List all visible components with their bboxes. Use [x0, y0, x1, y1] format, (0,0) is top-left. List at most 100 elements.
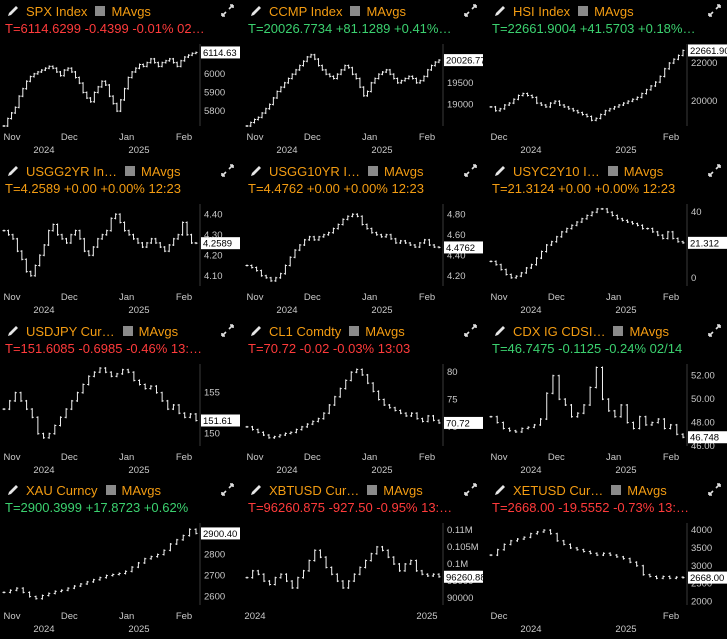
- y-tick-label: 20000: [691, 96, 717, 107]
- chart-panel[interactable]: XBTUSD Cur… MAvgs T=96260.875 -927.50 -0.9…: [243, 479, 483, 638]
- x-tick-label: Dec: [304, 292, 321, 303]
- mavgs-checkbox[interactable]: [368, 166, 379, 176]
- pencil-icon[interactable]: [6, 164, 20, 178]
- mavgs-label[interactable]: MAvgs: [141, 163, 181, 179]
- mavgs-checkbox[interactable]: [607, 166, 618, 176]
- security-title[interactable]: USGG2YR In…: [26, 163, 118, 179]
- mavgs-label[interactable]: MAvgs: [121, 482, 162, 498]
- price-chart[interactable]: 155 150 151.61 Nov Dec Jan Feb 2024 2025: [0, 358, 240, 478]
- security-title[interactable]: USYC2Y10 I…: [513, 163, 600, 179]
- pencil-icon[interactable]: [493, 324, 507, 338]
- chart-panel[interactable]: CDX IG CDSI… MAvgs T=46.7475 -0.1125 -0.24…: [487, 320, 727, 479]
- expand-icon[interactable]: [464, 483, 477, 496]
- expand-icon[interactable]: [221, 4, 234, 17]
- mavgs-label[interactable]: MAvgs: [627, 482, 667, 498]
- security-title[interactable]: CL1 Comdty: [269, 323, 342, 339]
- x-tick-label: Dec: [61, 611, 78, 622]
- price-chart[interactable]: 0.11M0.105M0.1M950009000096260.882024202…: [243, 517, 483, 637]
- chart-panel[interactable]: SPX Index MAvgs T=6114.6299 -0.4399 -0.01%…: [0, 0, 240, 159]
- y-tick-label: 2800: [204, 550, 225, 561]
- mavgs-label[interactable]: MAvgs: [383, 482, 423, 498]
- mavgs-checkbox[interactable]: [613, 326, 624, 336]
- mavgs-label[interactable]: MAvgs: [384, 163, 424, 179]
- chart-panel[interactable]: USYC2Y10 I… MAvgs T=21.3124 +0.00 +0.00% 1…: [487, 160, 727, 319]
- price-chart[interactable]: 4.80 4.60 4.40 4.20 4.4762 Nov Dec Jan Feb 2024 20…: [243, 198, 483, 318]
- mavgs-label[interactable]: MAvgs: [594, 3, 634, 19]
- expand-icon[interactable]: [708, 164, 721, 177]
- security-title[interactable]: XETUSD Cur…: [513, 482, 604, 498]
- security-title[interactable]: HSI Index: [513, 3, 571, 19]
- security-title[interactable]: XBTUSD Cur…: [269, 482, 360, 498]
- chart-panel[interactable]: USGG10YR I… MAvgs T=4.4762 +0.00 +0.00% 12…: [243, 160, 483, 319]
- mavgs-label[interactable]: MAvgs: [138, 323, 179, 339]
- mavgs-label[interactable]: MAvgs: [629, 323, 669, 339]
- expand-icon[interactable]: [221, 324, 234, 337]
- security-title[interactable]: CDX IG CDSI…: [513, 323, 606, 339]
- y-tick-label: 4.40: [447, 250, 466, 261]
- mavgs-checkbox[interactable]: [578, 6, 589, 16]
- price-chart[interactable]: 2800 2700 2600 2900.40 Nov Dec Jan Feb 2024 2025: [0, 517, 240, 637]
- pencil-icon[interactable]: [249, 4, 263, 18]
- expand-icon[interactable]: [708, 4, 721, 17]
- mavgs-checkbox[interactable]: [95, 6, 106, 16]
- mavgs-label[interactable]: MAvgs: [366, 3, 406, 19]
- mavgs-checkbox[interactable]: [125, 166, 136, 176]
- pencil-icon[interactable]: [249, 324, 263, 338]
- last-price-box: [688, 44, 727, 57]
- pencil-icon[interactable]: [249, 483, 263, 497]
- pencil-icon[interactable]: [249, 164, 263, 178]
- price-chart[interactable]: 19500 19000 20026.77 Nov Dec Jan Feb 2024 2025: [243, 38, 483, 158]
- y-tick-label: 4.80: [447, 209, 466, 220]
- mavgs-label[interactable]: MAvgs: [365, 323, 405, 339]
- chart-panel[interactable]: XAU Curncy MAvgs T=2900.3999 +17.8723 +0.6…: [0, 479, 240, 638]
- chart-panel[interactable]: CL1 Comdty MAvgs T=70.72 -0.02 -0.03% 13:0…: [243, 320, 483, 479]
- pencil-icon[interactable]: [493, 483, 507, 497]
- security-title[interactable]: SPX Index: [26, 3, 88, 19]
- y-tick-label: 4.20: [204, 250, 223, 261]
- mavgs-checkbox[interactable]: [105, 485, 116, 495]
- security-title[interactable]: CCMP Index: [269, 3, 343, 19]
- mavgs-checkbox[interactable]: [367, 485, 378, 495]
- y-tick-label: 4.20: [447, 271, 466, 282]
- price-chart[interactable]: 4.40 4.30 4.20 4.10 4.2589 Nov Dec Jan Feb 2024 20…: [0, 198, 240, 318]
- chart-panel[interactable]: USGG2YR In… MAvgs T=4.2589 +0.00 +0.00% 12…: [0, 160, 240, 319]
- security-title[interactable]: XAU Curncy: [26, 482, 98, 498]
- security-title[interactable]: USDJPY Cur…: [26, 323, 115, 339]
- price-chart[interactable]: 61006000590058006114.63NovDecJanFeb20242…: [0, 38, 240, 158]
- x-tick-label: Nov: [491, 452, 508, 463]
- x-tick-label: Feb: [663, 292, 679, 303]
- expand-icon[interactable]: [221, 483, 234, 496]
- pencil-icon[interactable]: [6, 324, 20, 338]
- x-tick-label: Feb: [419, 452, 435, 463]
- expand-icon[interactable]: [708, 483, 721, 496]
- security-title[interactable]: USGG10YR I…: [269, 163, 361, 179]
- expand-icon[interactable]: [221, 164, 234, 177]
- chart-panel[interactable]: USDJPY Cur… MAvgs T=151.6085 -0.6985 -0.46…: [0, 320, 240, 479]
- expand-icon[interactable]: [464, 164, 477, 177]
- mavgs-label[interactable]: MAvgs: [623, 163, 664, 179]
- price-chart[interactable]: 22000 20000 22661.90 Dec Feb 2024 2025: [487, 38, 727, 158]
- pencil-icon[interactable]: [6, 4, 20, 18]
- expand-icon[interactable]: [708, 324, 721, 337]
- mavgs-label[interactable]: MAvgs: [111, 3, 151, 19]
- chart-panel[interactable]: HSI Index MAvgs T=22661.9004 +41.5703 +0.1…: [487, 0, 727, 159]
- pencil-icon[interactable]: [493, 4, 507, 18]
- y-tick-label: 40: [691, 207, 702, 218]
- x-year-label: 2025: [615, 465, 636, 476]
- price-chart[interactable]: 4000 3500 3000 2500 2000 2668.00 Dec Feb 2024 202…: [487, 517, 727, 637]
- chart-panel[interactable]: XETUSD Cur… MAvgs T=2668.00 -19.5552 -0.73…: [487, 479, 727, 638]
- pencil-icon[interactable]: [493, 164, 507, 178]
- mavgs-checkbox[interactable]: [611, 485, 622, 495]
- expand-icon[interactable]: [464, 324, 477, 337]
- pencil-icon[interactable]: [6, 483, 20, 497]
- mavgs-checkbox[interactable]: [349, 326, 360, 336]
- chart-panel[interactable]: CCMP Index MAvgs T=20026.7734 +81.1289 +0.…: [243, 0, 483, 159]
- x-tick-label: Dec: [304, 132, 321, 143]
- mavgs-checkbox[interactable]: [350, 6, 361, 16]
- y-tick-label: 0: [691, 273, 696, 284]
- expand-icon[interactable]: [464, 4, 477, 17]
- mavgs-checkbox[interactable]: [122, 326, 133, 336]
